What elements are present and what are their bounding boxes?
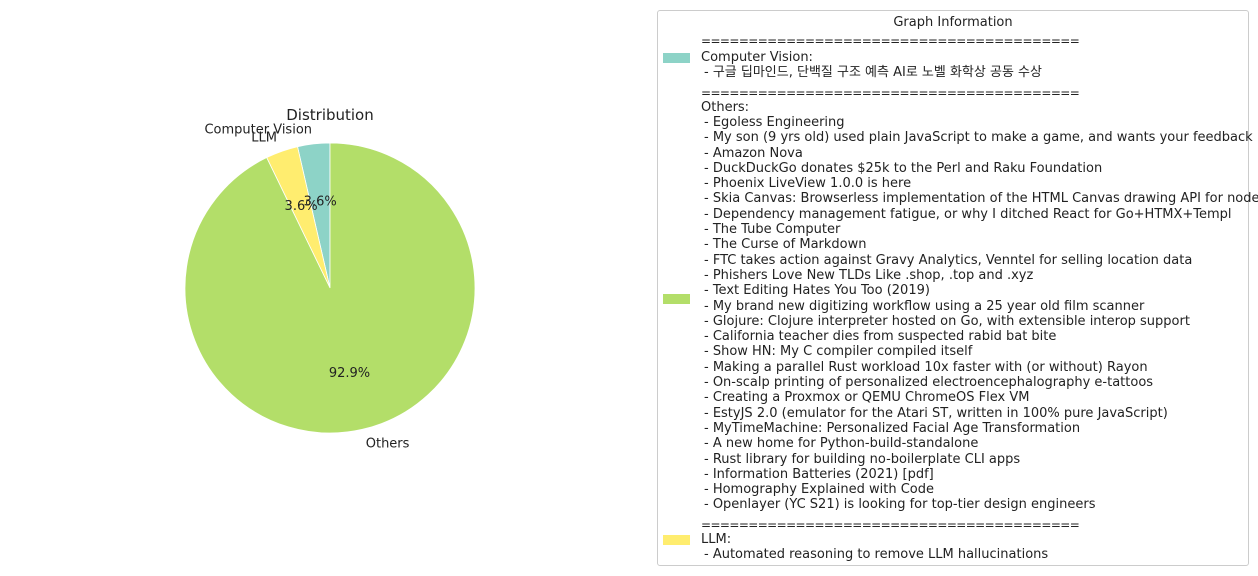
legend-item: - The Curse of Markdown [704, 237, 867, 253]
legend-item: - Amazon Nova [704, 145, 803, 161]
legend-group-name: Computer Vision: [701, 50, 813, 65]
legend-group-name: LLM: [701, 532, 732, 547]
legend-item: - FTC takes action against Gravy Analyti… [704, 252, 1193, 268]
slice-label: Others [366, 436, 410, 451]
legend-swatch-llm [663, 535, 690, 545]
legend-item: - Skia Canvas: Browserless implementatio… [704, 191, 1258, 207]
legend-group-name: Others: [701, 100, 750, 115]
legend-swatch-computer-vision [663, 53, 690, 63]
legend-item: - Openlayer (YC S21) is looking for top-… [704, 497, 1096, 513]
legend-items-llm: - Automated reasoning to remove LLM hall… [704, 547, 1048, 562]
slice-percent-label: 3.6% [285, 199, 318, 214]
legend-item: - California teacher dies from suspected… [704, 329, 1057, 345]
legend-item: - The Tube Computer [704, 222, 841, 238]
legend-item: - Automated reasoning to remove LLM hall… [704, 547, 1049, 562]
legend-item: - Text Editing Hates You Too (2019) [704, 283, 930, 299]
legend-items-others: - Egoless Engineering - My son (9 yrs ol… [704, 115, 1258, 513]
legend-item: - Dependency management fatigue, or why … [704, 206, 1232, 222]
legend-item: - Creating a Proxmox or QEMU ChromeOS Fl… [704, 390, 1030, 406]
legend-item: - Making a parallel Rust workload 10x fa… [704, 359, 1148, 375]
legend-item: - My son (9 yrs old) used plain JavaScri… [704, 130, 1253, 146]
legend-item: - Phoenix LiveView 1.0.0 is here [704, 176, 912, 192]
legend-item: - Phishers Love New TLDs Like .shop, .to… [704, 267, 1034, 283]
slice-percent-label: 3.6% [304, 195, 337, 210]
legend-title: Graph Information [893, 15, 1013, 30]
legend-item: - 구글 딥마인드, 단백질 구조 예측 AI로 노벨 화학상 공동 수상 [704, 65, 1042, 80]
legend-item: - Show HN: My C compiler compiled itself [704, 344, 973, 360]
pie-slice-others [184, 142, 476, 434]
legend-item: - MyTimeMachine: Personalized Facial Age… [704, 420, 1081, 436]
legend-separator: ======================================== [701, 86, 1080, 100]
legend-item: - On-scalp printing of personalized elec… [704, 375, 1154, 391]
legend-item: - DuckDuckGo donates $25k to the Perl an… [704, 160, 1103, 176]
legend-item: - EstyJS 2.0 (emulator for the Atari ST,… [704, 405, 1168, 421]
legend-item: - Rust library for building no-boilerpla… [704, 451, 1021, 467]
slice-percent-label: 92.9% [329, 366, 370, 381]
legend-separator: ======================================== [701, 34, 1080, 48]
legend-swatch-others [663, 294, 690, 304]
legend-item: - Glojure: Clojure interpreter hosted on… [704, 313, 1190, 329]
legend-item: - My brand new digitizing workflow using… [704, 298, 1145, 314]
legend-separator: ======================================== [701, 518, 1080, 532]
slice-label: Computer Vision [204, 123, 312, 138]
legend-item: - Egoless Engineering [704, 115, 845, 130]
legend-item: - A new home for Python-build-standalone [704, 436, 979, 452]
legend-item: - Information Batteries (2021) [pdf] [704, 466, 934, 482]
legend: Graph Information ======================… [657, 10, 1258, 566]
slice-label: LLM [251, 131, 277, 146]
chart-title: Distribution [286, 106, 374, 124]
legend-item: - Homography Explained with Code [704, 482, 935, 498]
pie-chart: Distribution Computer Vision 3.6% LLM 3.6% O… [184, 106, 476, 451]
legend-items-computer-vision: - 구글 딥마인드, 단백질 구조 예측 AI로 노벨 화학상 공동 수상 [704, 65, 1042, 80]
